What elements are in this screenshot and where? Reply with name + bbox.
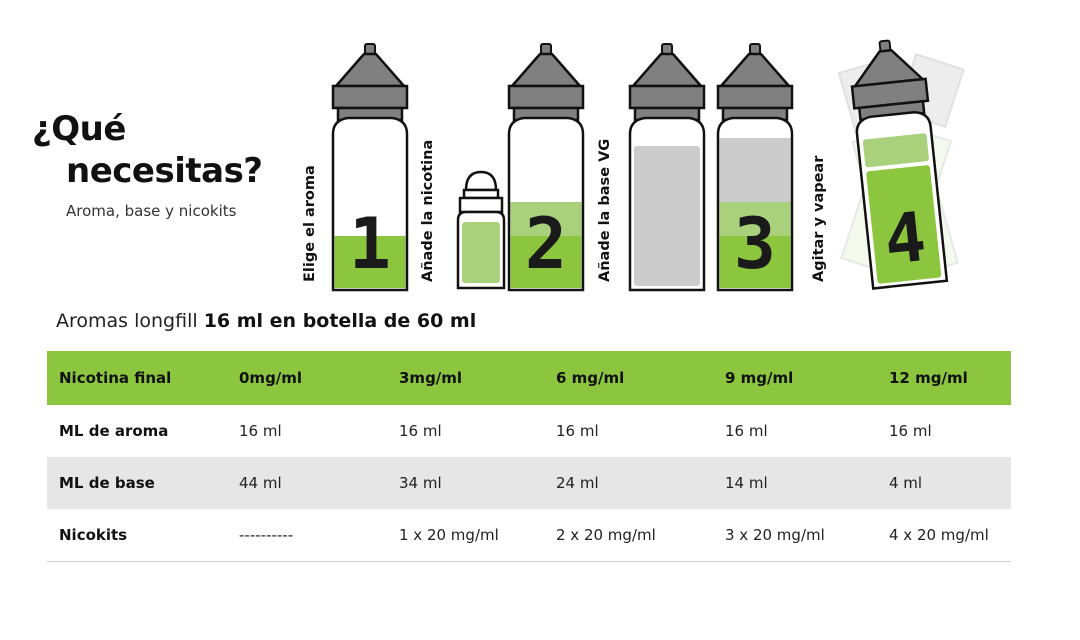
step-1-label: Elige el aroma <box>302 165 318 282</box>
step-1-bottle: 1 <box>331 42 409 292</box>
row-label: ML de base <box>59 474 155 492</box>
title-line-1: ¿Qué <box>32 109 126 149</box>
row-label: ML de aroma <box>59 422 169 440</box>
table-cell: 4 ml <box>889 474 923 492</box>
step-4-bottle: 4 <box>837 35 965 290</box>
table-cell: ---------- <box>227 509 387 562</box>
table-cell: 14 ml <box>725 474 768 492</box>
table-cell: 34 ml <box>399 474 442 492</box>
table-cell: 4 x 20 mg/ml <box>877 509 1011 562</box>
table-cell: 24 ml <box>556 474 599 492</box>
page-title: ¿Qué necesitas? <box>32 108 263 192</box>
table-header-row: Nicotina final 0mg/ml 3mg/ml 6 mg/ml 9 m… <box>47 351 1011 405</box>
vg-base-bottle <box>628 42 706 292</box>
table-cell: 3 x 20 mg/ml <box>713 509 877 562</box>
table-cell: 2 x 20 mg/ml <box>544 509 713 562</box>
step-2-number: 2 <box>525 203 567 285</box>
section-heading-bold: 16 ml en botella de 60 ml <box>203 310 477 332</box>
table-cell: 16 ml <box>889 422 932 440</box>
column-header: 3mg/ml <box>399 369 463 387</box>
title-line-2: necesitas? <box>66 151 263 191</box>
step-3-bottle: 3 <box>716 42 794 292</box>
table-row: Nicokits ---------- 1 x 20 mg/ml 2 x 20 … <box>47 509 1011 562</box>
table-row: ML de base 44 ml 34 ml 24 ml 14 ml 4 ml <box>47 457 1011 509</box>
dosage-table: Nicotina final 0mg/ml 3mg/ml 6 mg/ml 9 m… <box>47 351 1011 562</box>
table-cell: 44 ml <box>239 474 282 492</box>
column-header: Nicotina final <box>59 369 172 387</box>
step-3-number: 3 <box>734 203 776 285</box>
column-header: 0mg/ml <box>239 369 303 387</box>
step-2-bottle: 2 <box>507 42 585 292</box>
table-cell: 16 ml <box>239 422 282 440</box>
table-cell: 16 ml <box>399 422 442 440</box>
table-cell: 16 ml <box>556 422 599 440</box>
column-header: 12 mg/ml <box>889 369 968 387</box>
step-3-label: Añade la base VG <box>597 138 613 282</box>
step-4-number: 4 <box>881 198 930 281</box>
step-4-label: Agitar y vapear <box>811 155 827 282</box>
table-cell: 16 ml <box>725 422 768 440</box>
row-label: Nicokits <box>47 509 227 562</box>
table-row: ML de aroma 16 ml 16 ml 16 ml 16 ml 16 m… <box>47 405 1011 457</box>
table-cell: 1 x 20 mg/ml <box>387 509 544 562</box>
page-subtitle: Aroma, base y nicokits <box>66 202 237 220</box>
section-heading-prefix: Aromas longfill <box>56 310 204 332</box>
section-heading: Aromas longfill 16 ml en botella de 60 m… <box>56 310 476 332</box>
column-header: 9 mg/ml <box>725 369 794 387</box>
step-1-number: 1 <box>349 203 391 285</box>
step-2-label: Añade la nicotina <box>420 139 436 282</box>
column-header: 6 mg/ml <box>556 369 625 387</box>
nicokit-bottle <box>456 170 506 290</box>
steps-illustration: 1 2 3 <box>331 35 965 292</box>
